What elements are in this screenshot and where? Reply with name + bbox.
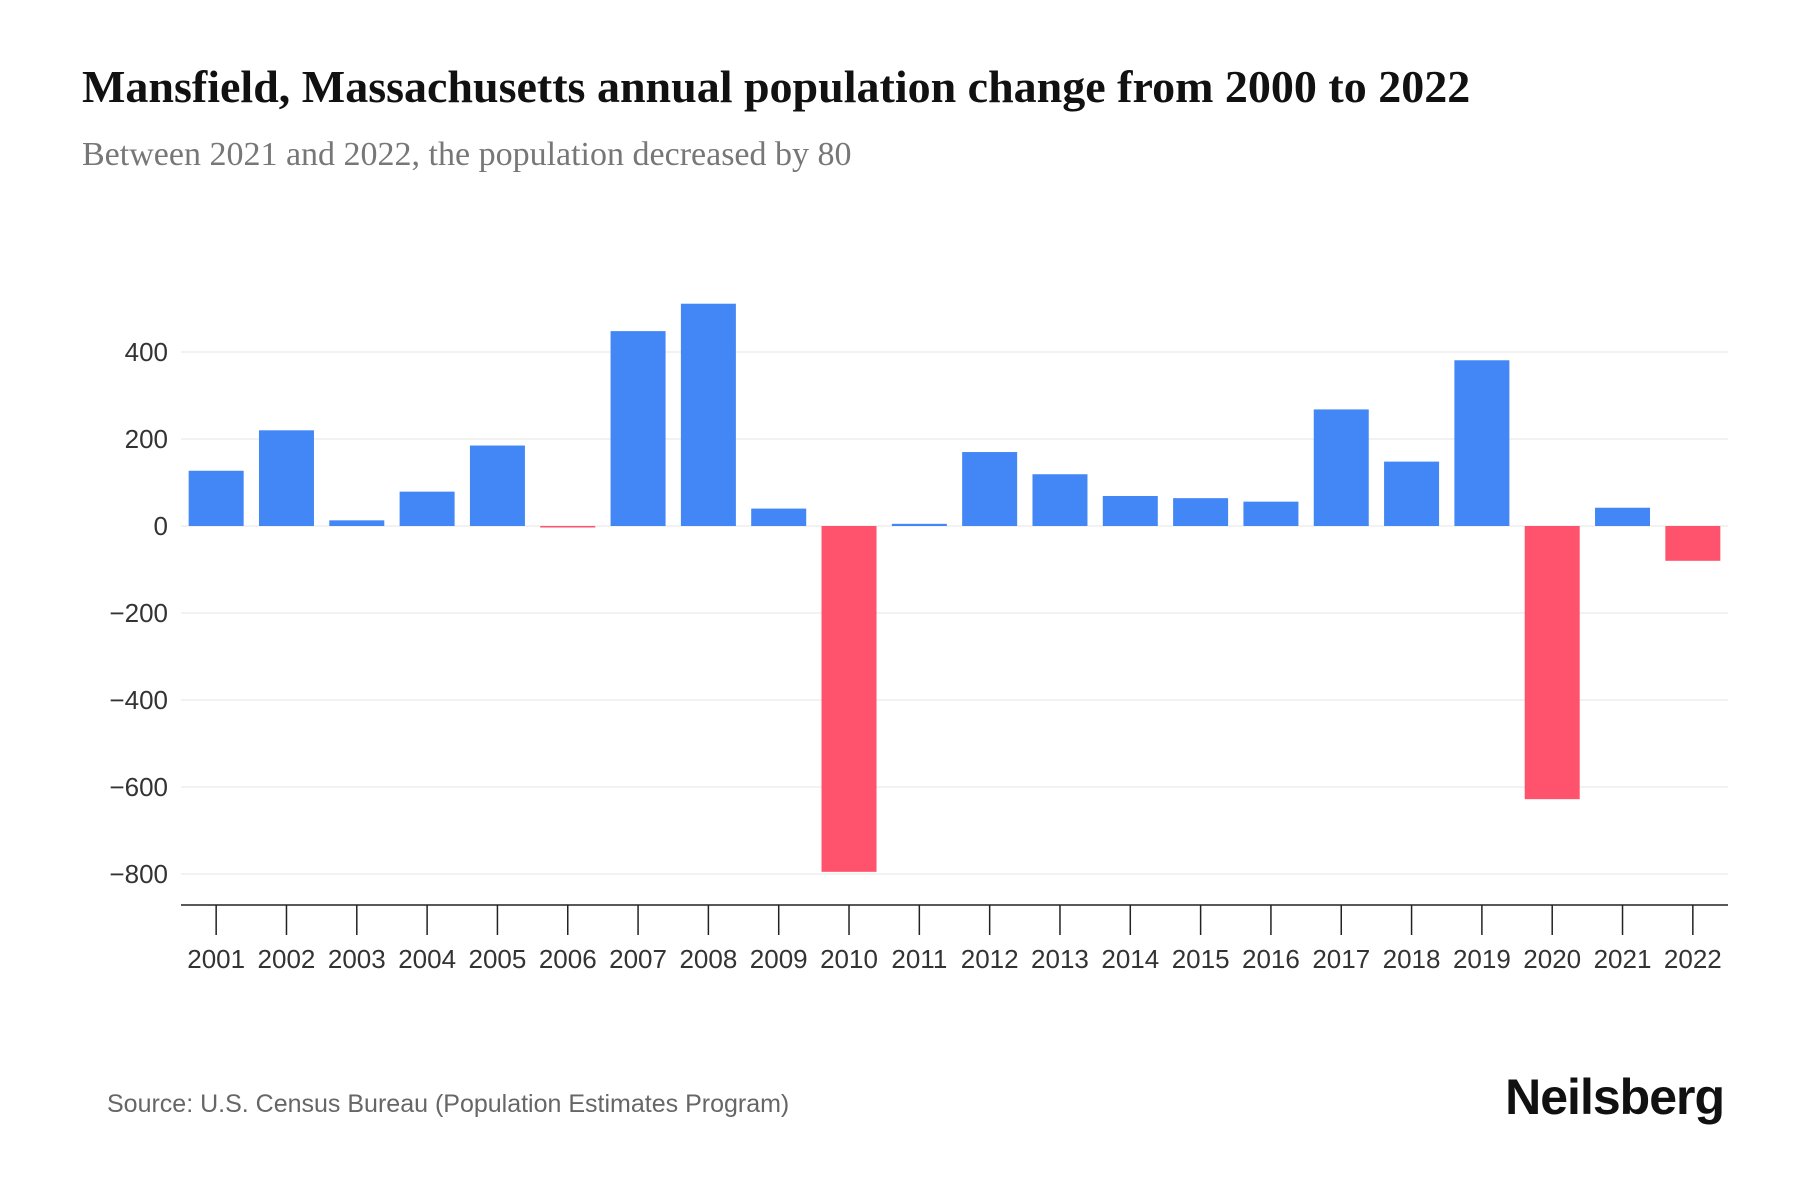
chart-subtitle: Between 2021 and 2022, the population de… xyxy=(82,136,852,173)
bar-2003 xyxy=(329,520,385,526)
y-tick-label: −800 xyxy=(109,859,168,889)
y-tick-label: 200 xyxy=(125,424,168,454)
x-tick-label: 2014 xyxy=(1101,944,1159,974)
x-tick-label: 2004 xyxy=(398,944,456,974)
x-tick-label: 2022 xyxy=(1664,944,1722,974)
x-tick-label: 2017 xyxy=(1312,944,1370,974)
x-tick-label: 2012 xyxy=(961,944,1019,974)
y-tick-label: −400 xyxy=(109,685,168,715)
bar-2021 xyxy=(1595,507,1651,526)
x-tick-label: 2018 xyxy=(1383,944,1441,974)
bar-2015 xyxy=(1173,498,1229,526)
bar-2009 xyxy=(751,508,807,526)
bar-2001 xyxy=(188,470,244,526)
x-tick-label: 2013 xyxy=(1031,944,1089,974)
bar-2005 xyxy=(469,445,525,526)
x-tick-label: 2016 xyxy=(1242,944,1300,974)
bar-2008 xyxy=(680,303,736,526)
bar-2010 xyxy=(821,526,877,872)
bar-2004 xyxy=(399,491,455,526)
x-tick-label: 2008 xyxy=(679,944,737,974)
x-tick-label: 2010 xyxy=(820,944,878,974)
bar-2011 xyxy=(891,523,947,526)
bar-2016 xyxy=(1243,501,1299,526)
bar-2018 xyxy=(1384,461,1440,526)
y-tick-label: −200 xyxy=(109,598,168,628)
x-tick-label: 2003 xyxy=(328,944,386,974)
x-tick-label: 2015 xyxy=(1172,944,1230,974)
neilsberg-logo: Neilsberg xyxy=(1505,1069,1725,1125)
x-tick-label: 2001 xyxy=(187,944,245,974)
bar-2014 xyxy=(1102,495,1158,526)
y-tick-label: −600 xyxy=(109,772,168,802)
x-tick-label: 2009 xyxy=(750,944,808,974)
x-tick-label: 2007 xyxy=(609,944,667,974)
bar-2013 xyxy=(1032,474,1088,526)
source-note: Source: U.S. Census Bureau (Population E… xyxy=(107,1090,790,1118)
x-tick-label: 2005 xyxy=(469,944,527,974)
y-tick-label: 0 xyxy=(154,511,168,541)
chart-title: Mansfield, Massachusetts annual populati… xyxy=(82,61,1471,112)
bar-2002 xyxy=(258,430,314,526)
x-tick-label: 2002 xyxy=(258,944,316,974)
bar-2006 xyxy=(540,526,596,528)
bar-2017 xyxy=(1313,409,1369,526)
bar-2007 xyxy=(610,331,666,526)
x-tick-label: 2006 xyxy=(539,944,597,974)
x-tick-label: 2011 xyxy=(891,944,947,974)
x-tick-label: 2020 xyxy=(1523,944,1581,974)
bar-2019 xyxy=(1454,360,1510,526)
x-tick-label: 2019 xyxy=(1453,944,1511,974)
bar-2022 xyxy=(1665,526,1721,561)
y-tick-label: 400 xyxy=(125,337,168,367)
bar-2012 xyxy=(962,452,1018,526)
x-tick-label: 2021 xyxy=(1594,944,1652,974)
bar-chart: 400 200 0 −200 −400 −600 −800 2001 2002 2003 2004 2… xyxy=(109,303,1728,974)
bar-2020 xyxy=(1524,526,1580,800)
